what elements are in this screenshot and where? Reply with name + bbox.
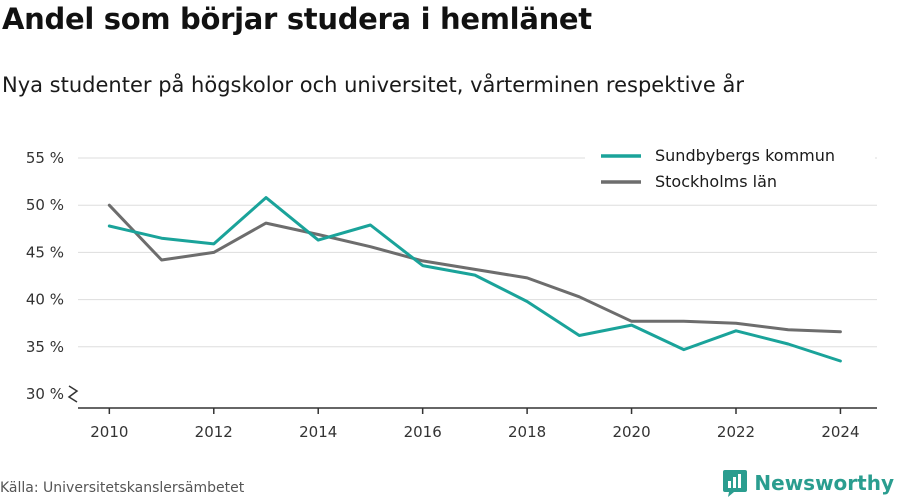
legend: Sundbybergs kommun Stockholms län [585, 142, 875, 198]
x-tick-label: 2020 [612, 423, 650, 441]
y-tick-label: 45 % [26, 243, 64, 261]
series-line-sundbyberg [107, 196, 842, 363]
y-tick-label: 35 % [26, 338, 64, 356]
legend-background [585, 142, 875, 198]
x-tick-label: 2024 [821, 423, 859, 441]
x-tick-label: 2018 [508, 423, 546, 441]
brand-name: Newsworthy [754, 471, 894, 495]
legend-label-stockholm: Stockholms län [655, 172, 777, 191]
x-tick-label: 2022 [717, 423, 755, 441]
x-axis: 2010 2012 2014 2016 2018 2020 2022 2024 [78, 407, 877, 441]
y-tick-label: 55 % [26, 149, 64, 167]
y-tick-label: 40 % [26, 291, 64, 309]
legend-label-sundbyberg: Sundbybergs kommun [655, 146, 835, 165]
series-lines [107, 196, 842, 363]
x-tick-label: 2016 [404, 423, 442, 441]
source-note: Källa: Universitetskanslersämbetet [0, 480, 245, 496]
x-tick-label: 2010 [90, 423, 128, 441]
y-axis-labels: 30 % 35 % 40 % 45 % 50 % 55 % [26, 149, 79, 403]
x-tick-label: 2014 [299, 423, 337, 441]
x-tick-label: 2012 [195, 423, 233, 441]
line-chart: 30 %35 %40 %45 %50 %55 % 2010 2012 2014 201… [25, 142, 877, 441]
chart-subtitle: Nya studenter på högskolor och universit… [2, 73, 744, 97]
brand-logo[interactable]: Newsworthy [722, 467, 894, 499]
y-tick-label: 50 % [26, 196, 64, 214]
y-tick-label: 30 % [26, 385, 64, 403]
axis-break-icon [67, 385, 79, 403]
series-line-stockholm [107, 203, 842, 334]
chart-title: Andel som börjar studera i hemlänet [2, 2, 592, 36]
newsworthy-logo-icon [723, 470, 748, 497]
